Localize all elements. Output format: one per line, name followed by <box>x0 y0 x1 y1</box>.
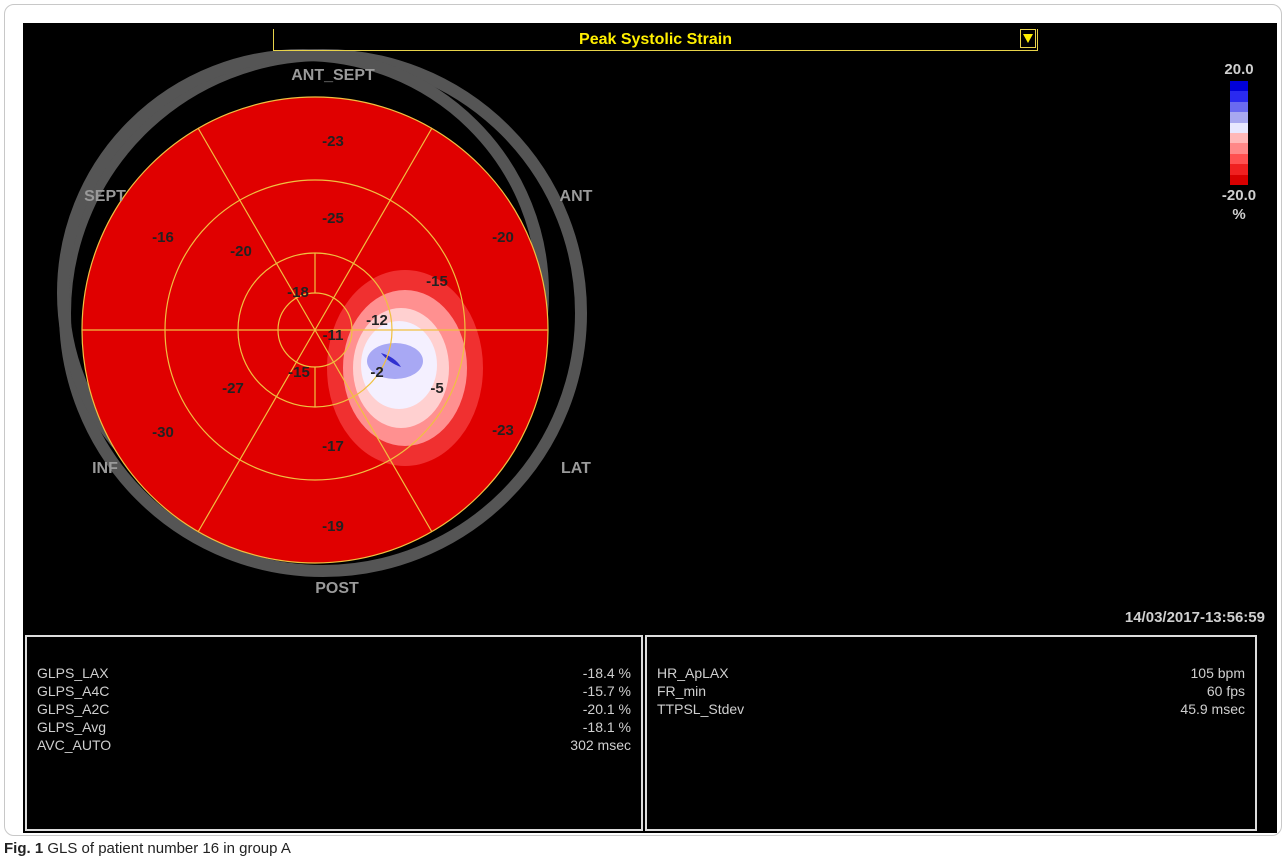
metric-label: GLPS_A4C <box>37 683 110 699</box>
figure-frame: ANT_SEPT ANT LAT POST INF SEPT -23 -20 -… <box>4 4 1282 836</box>
label-ant: ANT <box>560 188 593 205</box>
color-scale-step <box>1230 164 1248 175</box>
color-scale-step <box>1230 174 1248 185</box>
color-scale-step <box>1230 101 1248 113</box>
table-row: GLPS_A4C -15.7 % <box>37 683 631 700</box>
scale-max-label: 20.0 <box>1224 61 1254 78</box>
segment-mid-ant: -15 <box>426 273 448 290</box>
segment-basal-inf: -30 <box>152 424 174 441</box>
color-scale-step <box>1230 81 1248 92</box>
table-row: AVC_AUTO 302 msec <box>37 737 631 754</box>
color-scale-step <box>1230 132 1248 144</box>
metric-label: TTPSL_Stdev <box>657 701 745 717</box>
segment-apical-ant: -12 <box>366 312 388 329</box>
echo-screen: ANT_SEPT ANT LAT POST INF SEPT -23 -20 -… <box>23 23 1277 833</box>
table-row: GLPS_Avg -18.1 % <box>37 719 631 736</box>
color-scale-step <box>1230 143 1248 154</box>
metric-value: 105 bpm <box>1190 665 1245 681</box>
segment-apical-inf: -15 <box>288 364 310 381</box>
scale-min-label: -20.0 <box>1221 187 1257 204</box>
metric-label: GLPS_A2C <box>37 701 110 717</box>
segment-apical-lat: -2 <box>370 364 383 381</box>
segment-basal-lat: -23 <box>492 422 514 439</box>
color-scale-step <box>1230 112 1248 123</box>
metric-value: -18.1 % <box>582 719 631 735</box>
view-title: Peak Systolic Strain <box>579 31 732 48</box>
figure-caption: Fig. 1 GLS of patient number 16 in group… <box>4 840 291 857</box>
bullseye-plot: ANT_SEPT ANT LAT POST INF SEPT -23 -20 -… <box>57 49 593 597</box>
metric-label: GLPS_LAX <box>37 665 109 681</box>
table-row: GLPS_LAX -18.4 % <box>37 665 631 682</box>
color-scale-step <box>1230 122 1248 133</box>
segment-mid-sept: -20 <box>230 243 252 260</box>
metric-value: 302 msec <box>570 737 631 753</box>
label-sept: SEPT <box>84 188 126 205</box>
color-scale-step <box>1230 91 1248 102</box>
acquisition-panel: HR_ApLAX 105 bpm FR_min 60 fps TTPSL_Std… <box>645 635 1257 831</box>
label-lat: LAT <box>561 460 591 477</box>
triangle-down-icon[interactable] <box>1020 29 1036 48</box>
scale-unit-label: % <box>1232 206 1246 223</box>
caption-prefix: Fig. 1 <box>4 840 44 857</box>
table-row: HR_ApLAX 105 bpm <box>657 665 1245 682</box>
strain-region-darkblue <box>381 353 401 367</box>
label-inf: INF <box>92 460 118 477</box>
metric-label: HR_ApLAX <box>657 665 729 681</box>
metric-label: AVC_AUTO <box>37 737 112 753</box>
color-scale-bar <box>1230 81 1248 185</box>
segment-mid-ant-sept: -25 <box>322 210 344 227</box>
segment-mid-inf: -27 <box>222 380 244 397</box>
segment-basal-sept: -16 <box>152 229 174 246</box>
segment-basal-ant-sept: -23 <box>322 133 344 150</box>
title-bar: Peak Systolic Strain <box>273 29 1038 51</box>
segment-mid-lat: -5 <box>430 380 443 397</box>
table-row: TTPSL_Stdev 45.9 msec <box>657 701 1245 718</box>
segment-apical-sept: -18 <box>287 284 309 301</box>
segment-basal-ant: -20 <box>492 229 514 246</box>
table-row: GLPS_A2C -20.1 % <box>37 701 631 718</box>
segment-basal-post: -19 <box>322 518 344 535</box>
segment-grid <box>81 96 549 564</box>
timestamp: 14/03/2017-13:56:59 <box>1124 609 1265 626</box>
metric-value: -20.1 % <box>582 701 631 717</box>
label-post: POST <box>315 580 359 597</box>
metric-label: FR_min <box>657 683 707 699</box>
segment-apex: -11 <box>323 327 344 344</box>
metric-label: GLPS_Avg <box>37 719 107 735</box>
caption-text: GLS of patient number 16 in group A <box>47 840 291 857</box>
metric-value: -18.4 % <box>582 665 631 681</box>
label-ant-sept: ANT_SEPT <box>291 67 375 84</box>
table-row: FR_min 60 fps <box>657 683 1245 700</box>
metric-value: 60 fps <box>1206 683 1245 699</box>
color-scale-step <box>1230 153 1248 165</box>
global-strain-panel: GLPS_LAX -18.4 % GLPS_A4C -15.7 % GLPS_A… <box>25 635 643 831</box>
metric-value: 45.9 msec <box>1180 701 1245 717</box>
segment-mid-post: -17 <box>322 438 344 455</box>
metric-value: -15.7 % <box>582 683 631 699</box>
